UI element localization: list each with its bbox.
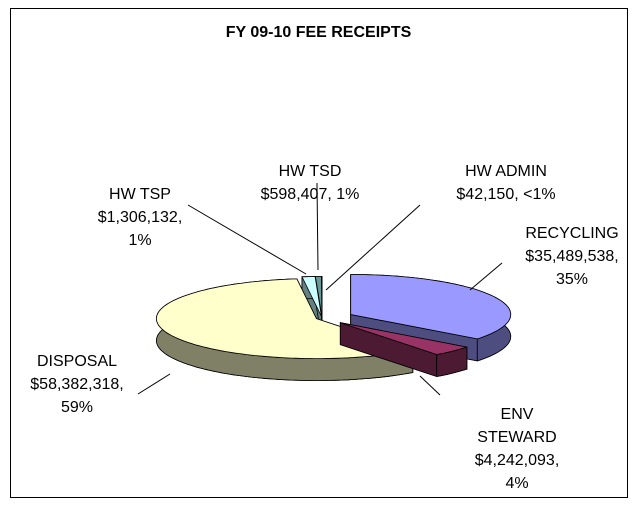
data-label: HW ADMIN $42,150, <1%	[446, 160, 566, 206]
data-label: RECYCLING $35,489,538, 35%	[517, 222, 627, 291]
label-percent: 1%	[128, 232, 152, 249]
label-value: $1,306,132,	[97, 209, 183, 226]
label-percent: 35%	[555, 271, 589, 288]
label-name: HW ADMIN	[465, 163, 547, 180]
label-percent: 59%	[60, 399, 94, 416]
label-value: $35,489,538,	[525, 248, 619, 265]
label-name: HW TSD	[278, 163, 342, 180]
label-name: DISPOSAL	[36, 353, 118, 370]
chart-border	[10, 8, 628, 498]
label-name: RECYCLING	[525, 225, 619, 242]
label-value: $42,150,	[456, 186, 519, 203]
leader-line	[316, 182, 319, 271]
leader-line	[137, 373, 171, 395]
label-percent: 4%	[505, 475, 529, 492]
label-value: $58,382,318,	[30, 376, 124, 393]
leader-line	[187, 204, 307, 275]
data-label: DISPOSAL $58,382,318, 59%	[22, 350, 132, 419]
slice-top	[350, 274, 512, 340]
label-value: $598,407,	[260, 186, 332, 203]
label-name: HW TSP	[109, 186, 171, 203]
slice-top	[301, 276, 322, 317]
data-label: HW TSD $598,407, 1%	[250, 160, 370, 206]
data-label: HW TSP $1,306,132, 1%	[90, 183, 190, 252]
label-percent: <1%	[523, 186, 556, 203]
data-label: ENV STEWARD $4,242,093, 4%	[472, 403, 562, 495]
leader-line	[325, 204, 421, 291]
pie-slice	[339, 322, 468, 378]
chart-title: FY 09-10 FEE RECEIPTS	[225, 24, 412, 41]
label-percent: 1%	[336, 186, 360, 203]
leader-line	[469, 262, 503, 291]
label-value: $4,242,093,	[474, 452, 560, 469]
slice-top	[340, 322, 468, 355]
label-name: ENV STEWARD	[477, 406, 557, 446]
leader-line	[419, 375, 441, 396]
